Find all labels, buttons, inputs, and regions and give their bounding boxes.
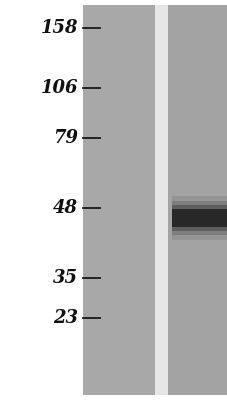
Text: 106: 106 xyxy=(40,79,78,97)
Text: 23: 23 xyxy=(53,309,78,327)
Text: 79: 79 xyxy=(53,129,78,147)
Text: 158: 158 xyxy=(40,19,78,37)
Text: 35: 35 xyxy=(53,269,78,287)
Text: 48: 48 xyxy=(53,199,78,217)
